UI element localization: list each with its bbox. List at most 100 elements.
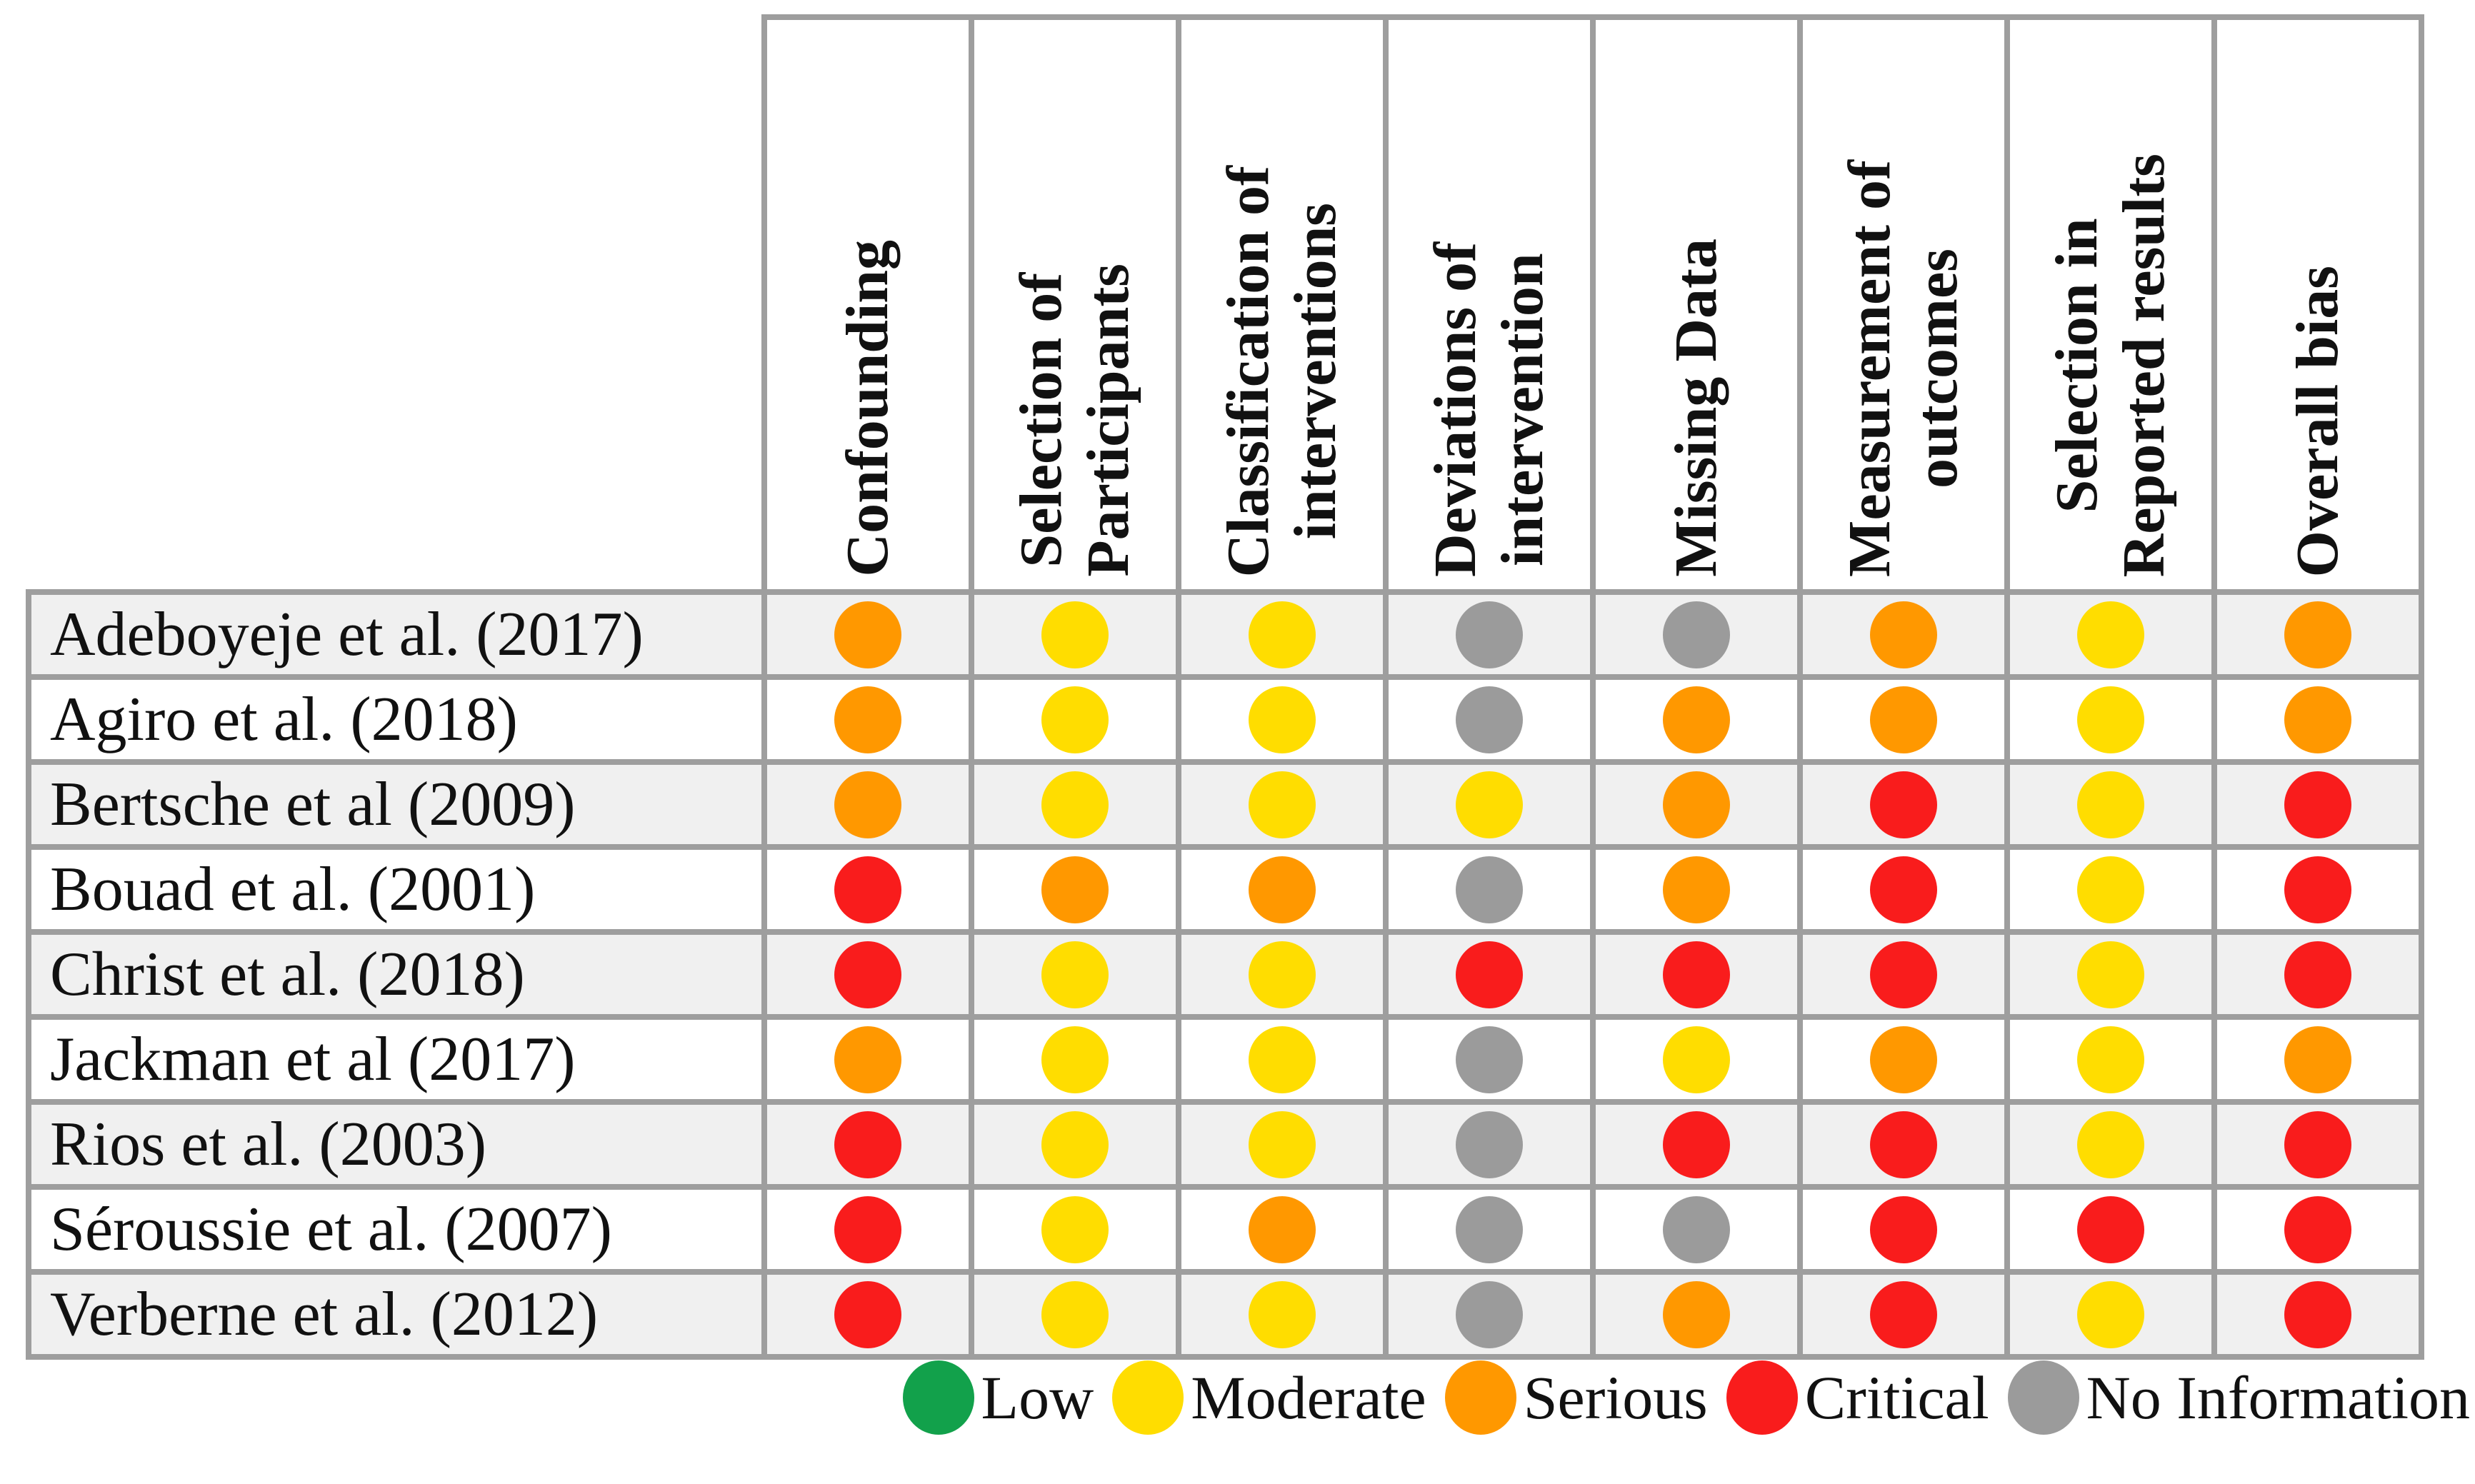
rating-cell	[1176, 589, 1389, 680]
critical-dot	[2284, 856, 2351, 923]
critical-dot	[1870, 1111, 1937, 1178]
column-header-missing-data: Missing Data	[1590, 14, 1803, 595]
moderate-dot	[1041, 1280, 1109, 1348]
rating-cell	[1383, 1269, 1596, 1360]
critical-dot	[1456, 941, 1523, 1008]
serious-dot	[1249, 1195, 1316, 1263]
moderate-dot	[2077, 1280, 2144, 1348]
legend-item-critical: Critical	[1726, 1360, 1989, 1435]
serious-dot	[1663, 856, 1730, 923]
rating-cell	[2211, 674, 2424, 765]
critical-dot	[1663, 941, 1730, 1008]
table-row: Jackman et al (2017)	[26, 1014, 2424, 1105]
rating-cell	[1590, 929, 1803, 1020]
legend-item-low: Low	[902, 1360, 1094, 1435]
study-label: Christ et al. (2018)	[26, 929, 767, 1020]
no-information-legend-dot	[2007, 1360, 2079, 1435]
rating-cell	[969, 929, 1181, 1020]
rating-cell	[1383, 759, 1596, 850]
no-information-dot	[1456, 1026, 1523, 1093]
critical-dot	[1663, 1111, 1730, 1178]
rating-cell	[1797, 674, 2010, 765]
study-label: Agiro et al. (2018)	[26, 674, 767, 765]
critical-dot	[1870, 941, 1937, 1008]
critical-legend-dot	[1726, 1360, 1798, 1435]
column-header-deviations-of-intervention: Deviations of intervention	[1383, 14, 1596, 595]
rating-cell	[1383, 844, 1596, 935]
rating-cell	[1797, 844, 2010, 935]
moderate-dot	[1663, 1026, 1730, 1093]
rating-cell	[1590, 674, 1803, 765]
column-header-label: Classification of interventions	[1214, 165, 1349, 577]
rating-cell	[761, 1269, 974, 1360]
rating-cell	[1590, 589, 1803, 680]
rating-cell	[1590, 1014, 1803, 1105]
rating-cell	[1176, 1099, 1389, 1190]
serious-dot	[1663, 771, 1730, 838]
critical-dot	[834, 856, 901, 923]
rating-cell	[761, 674, 974, 765]
critical-dot	[834, 1195, 901, 1263]
no-information-dot	[1663, 1195, 1730, 1263]
moderate-dot	[2077, 856, 2144, 923]
column-header-label: Selection in Reported results	[2043, 153, 2177, 577]
no-information-dot	[1456, 686, 1523, 753]
moderate-dot	[1249, 941, 1316, 1008]
serious-legend-dot	[1444, 1360, 1516, 1435]
rating-cell	[969, 1184, 1181, 1275]
table-row: Rios et al. (2003)	[26, 1099, 2424, 1190]
legend-label-low: Low	[981, 1363, 1094, 1432]
rating-cell	[969, 844, 1181, 935]
moderate-dot	[1041, 1111, 1109, 1178]
rating-cell	[2004, 1269, 2217, 1360]
rating-cell	[1383, 674, 1596, 765]
rating-cell	[761, 1184, 974, 1275]
rating-cell	[1590, 844, 1803, 935]
column-header-measurement-of-outcomes: Measurement of outcomes	[1797, 14, 2010, 595]
legend-label-critical: Critical	[1804, 1363, 1989, 1432]
table-row: Verberne et al. (2012)	[26, 1269, 2424, 1360]
rating-cell	[1383, 589, 1596, 680]
legend-item-moderate: Moderate	[1112, 1360, 1426, 1435]
moderate-dot	[1249, 1280, 1316, 1348]
serious-dot	[1870, 686, 1937, 753]
rating-cell	[1590, 1184, 1803, 1275]
rating-cell	[1383, 929, 1596, 1020]
column-header-label: Overall bias	[2284, 265, 2351, 577]
moderate-dot	[2077, 686, 2144, 753]
column-header-overall-bias: Overall bias	[2211, 14, 2424, 595]
moderate-dot	[1041, 771, 1109, 838]
moderate-legend-dot	[1112, 1360, 1184, 1435]
critical-dot	[1870, 771, 1937, 838]
rating-cell	[2004, 1184, 2217, 1275]
rating-cell	[1176, 759, 1389, 850]
rating-cell	[1176, 1184, 1389, 1275]
rating-cell	[761, 759, 974, 850]
moderate-dot	[1249, 1026, 1316, 1093]
rating-cell	[969, 674, 1181, 765]
legend-label-no-information: No Information	[2086, 1363, 2470, 1432]
study-label: Bertsche et al (2009)	[26, 759, 767, 850]
legend-item-no-information: No Information	[2007, 1360, 2470, 1435]
serious-dot	[834, 601, 901, 668]
column-header-label: Measurement of outcomes	[1836, 160, 1970, 577]
moderate-dot	[1041, 1195, 1109, 1263]
rating-cell	[969, 1099, 1181, 1190]
study-label: Adeboyeje et al. (2017)	[26, 589, 767, 680]
rating-cell	[761, 844, 974, 935]
serious-dot	[1870, 1026, 1937, 1093]
critical-dot	[1870, 1280, 1937, 1348]
header-row: Confounding Selection of Participants Cl…	[29, 14, 2424, 595]
table-row: Bertsche et al (2009)	[26, 759, 2424, 850]
moderate-dot	[1249, 601, 1316, 668]
legend-item-serious: Serious	[1444, 1360, 1708, 1435]
study-label: Rios et al. (2003)	[26, 1099, 767, 1190]
rating-cell	[1176, 674, 1389, 765]
rating-cell	[2004, 1014, 2217, 1105]
rating-cell	[2211, 1184, 2424, 1275]
critical-dot	[1870, 1195, 1937, 1263]
low-legend-dot	[902, 1360, 974, 1435]
rating-cell	[969, 1269, 1181, 1360]
column-header-classification-of-interventions: Classification of interventions	[1176, 14, 1389, 595]
legend: Low Moderate Serious Critical No Informa…	[0, 1360, 2470, 1435]
